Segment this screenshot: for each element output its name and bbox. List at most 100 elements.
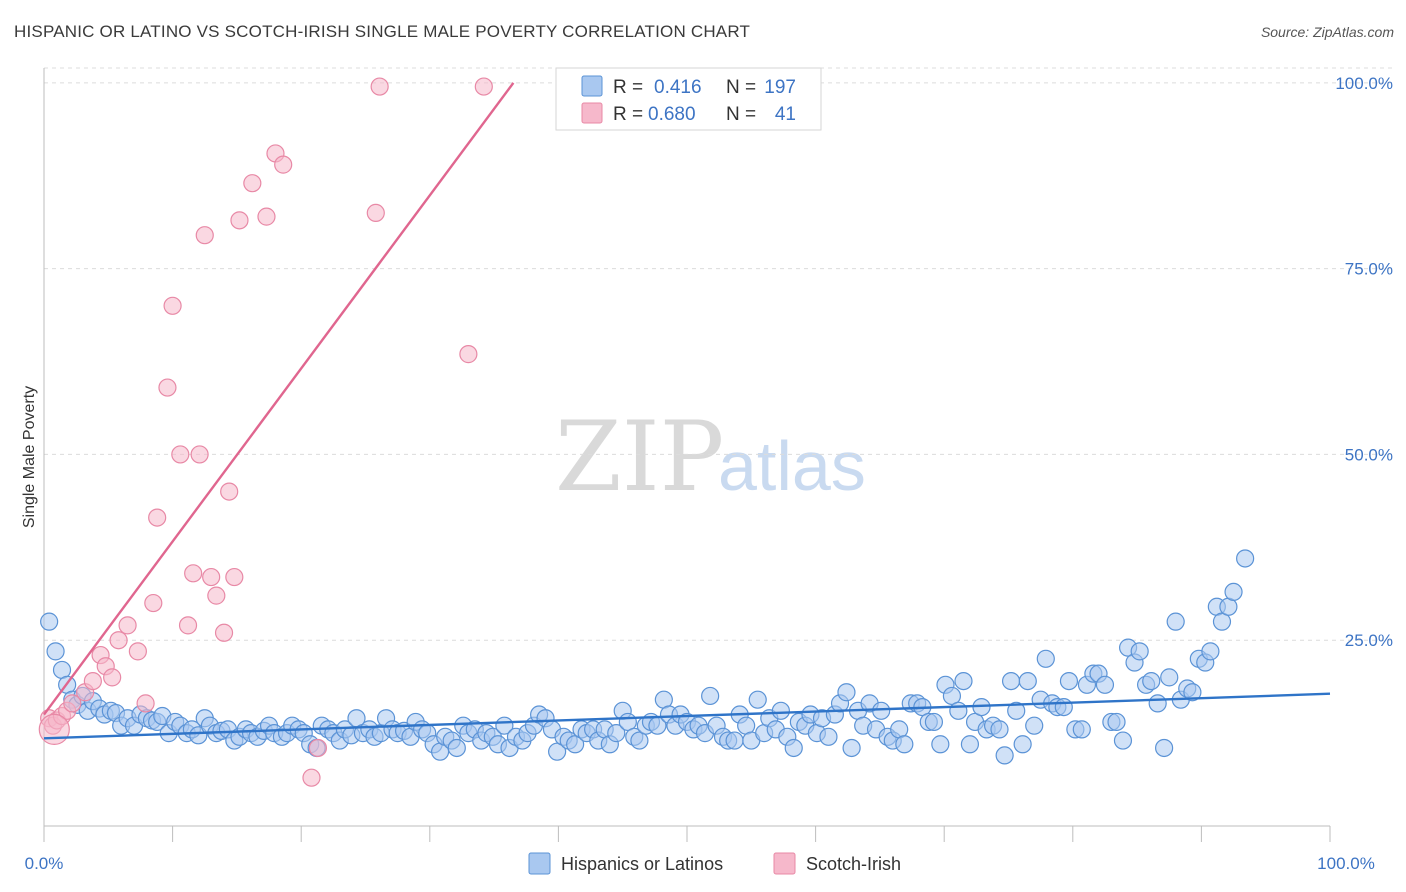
hispanic-point-117 bbox=[725, 731, 744, 750]
scotch-irish-point-23 bbox=[195, 226, 214, 245]
legend-r-label-blue: R = bbox=[613, 77, 643, 98]
legend-n-value-blue: 197 bbox=[764, 77, 796, 98]
hispanic-trendline bbox=[43, 692, 1331, 740]
scotch-irish-point-36 bbox=[366, 203, 385, 223]
grid-layer bbox=[44, 67, 1392, 641]
hispanic-point-163 bbox=[995, 746, 1014, 765]
legend-n-label-blue: N = bbox=[726, 77, 756, 98]
bottom-legend-swatch-blue bbox=[528, 852, 551, 875]
hispanic-point-137 bbox=[842, 738, 861, 758]
hispanic-point-168 bbox=[1025, 716, 1044, 735]
scotch-irish-point-29 bbox=[230, 211, 249, 230]
scotch-irish-point-16 bbox=[148, 508, 167, 527]
legend-swatch-blue bbox=[581, 75, 603, 97]
hispanic-point-192 bbox=[1166, 612, 1185, 631]
x-tick-label-max: 100.0% bbox=[1317, 854, 1375, 873]
scotch-irish-point-14 bbox=[136, 694, 155, 713]
hispanic-point-151 bbox=[924, 712, 944, 732]
hispanic-point-164 bbox=[1001, 671, 1021, 691]
scotch-irish-point-34 bbox=[302, 768, 321, 787]
bottom-legend-label-blue: Hispanics or Latinos bbox=[561, 854, 723, 874]
hispanic-point-146 bbox=[895, 735, 914, 754]
legend-r-value-blue: 0.416 bbox=[654, 77, 702, 98]
scotch-irish-point-24 bbox=[202, 567, 221, 587]
hispanic-point-156 bbox=[954, 671, 973, 691]
scotch-irish-point-22 bbox=[190, 445, 209, 464]
hispanic-point-180 bbox=[1095, 675, 1115, 694]
scotch-irish-point-28 bbox=[225, 567, 244, 587]
bottom-legend-label-pink: Scotch-Irish bbox=[806, 854, 901, 874]
y-tick-label-25: 25.0% bbox=[1345, 631, 1393, 650]
watermark-atlas: atlas bbox=[718, 427, 866, 505]
scotch-irish-point-25 bbox=[207, 586, 226, 605]
hispanic-point-198 bbox=[1201, 642, 1220, 661]
y-tick-label-50: 50.0% bbox=[1345, 445, 1393, 464]
scotch-irish-point-31 bbox=[257, 207, 276, 226]
scotch-irish-point-15 bbox=[144, 593, 163, 613]
scotch-irish-point-30 bbox=[243, 174, 262, 193]
scotch-irish-point-21 bbox=[184, 564, 203, 583]
hispanic-point-203 bbox=[1236, 549, 1255, 568]
scotch-irish-point-20 bbox=[178, 616, 198, 635]
scotch-irish-point-33 bbox=[274, 155, 293, 174]
scotch-irish-point-37 bbox=[370, 77, 389, 96]
scotch-irish-point-5 bbox=[63, 694, 82, 713]
legend-n-value-pink: 41 bbox=[775, 104, 796, 125]
y-tick-labels: 25.0% 50.0% 75.0% 100.0% bbox=[1335, 74, 1393, 650]
hispanic-point-191 bbox=[1160, 668, 1179, 687]
bottom-legend-swatch-pink bbox=[773, 852, 796, 875]
y-axis-label: Single Male Poverty bbox=[21, 386, 38, 528]
hispanic-point-189 bbox=[1148, 694, 1167, 713]
scotch-irish-point-40 bbox=[38, 713, 70, 745]
hispanic-point-174 bbox=[1059, 671, 1079, 691]
hispanic-point-167 bbox=[1018, 671, 1037, 691]
legend-swatch-pink bbox=[581, 102, 603, 124]
watermark: ZIP atlas bbox=[555, 401, 866, 513]
scotch-irish-point-7 bbox=[83, 671, 102, 691]
scotch-irish-point-39 bbox=[474, 77, 493, 96]
scotch-irish-point-18 bbox=[163, 296, 182, 315]
hispanic-point-136 bbox=[837, 683, 856, 702]
scotch-irish-point-38 bbox=[459, 345, 478, 364]
hispanic-point-176 bbox=[1072, 720, 1091, 739]
legend-n-label-pink: N = bbox=[726, 104, 756, 125]
series-legend: Hispanics or Latinos Scotch-Irish bbox=[528, 852, 901, 875]
scotch-irish-point-11 bbox=[109, 631, 128, 650]
trendlines bbox=[43, 82, 1331, 740]
scotch-irish-point-27 bbox=[220, 482, 239, 501]
x-tick-label-min: 0.0% bbox=[25, 854, 64, 873]
hispanic-point-0 bbox=[40, 612, 59, 631]
series-scotch-irish-points bbox=[38, 77, 493, 787]
scotch-irish-point-10 bbox=[103, 668, 122, 687]
hispanic-point-121 bbox=[748, 690, 767, 709]
hispanic-point-152 bbox=[931, 735, 950, 754]
hispanic-point-26 bbox=[189, 726, 208, 745]
scotch-irish-point-17 bbox=[158, 378, 177, 397]
y-tick-label-100: 100.0% bbox=[1335, 74, 1393, 93]
scotch-irish-point-13 bbox=[128, 642, 147, 661]
hispanic-point-125 bbox=[771, 701, 790, 720]
hispanic-point-202 bbox=[1224, 582, 1243, 602]
y-tick-label-75: 75.0% bbox=[1345, 260, 1393, 279]
hispanic-point-133 bbox=[819, 727, 838, 746]
hispanic-point-166 bbox=[1013, 735, 1032, 754]
scotch-irish-point-19 bbox=[171, 445, 190, 464]
legend-r-value-pink: 0.680 bbox=[648, 104, 696, 125]
chart-title: HISPANIC OR LATINO VS SCOTCH-IRISH SINGL… bbox=[14, 22, 751, 41]
hispanic-point-186 bbox=[1130, 642, 1149, 661]
hispanic-point-155 bbox=[949, 701, 968, 720]
hispanic-point-190 bbox=[1155, 738, 1174, 758]
hispanic-point-195 bbox=[1183, 683, 1202, 702]
hispanic-point-142 bbox=[872, 701, 891, 720]
hispanic-point-97 bbox=[607, 724, 626, 743]
watermark-zip: ZIP bbox=[555, 401, 724, 513]
hispanic-point-162 bbox=[990, 720, 1009, 739]
hispanic-point-188 bbox=[1142, 671, 1161, 691]
hispanic-point-127 bbox=[784, 738, 803, 758]
chart-source: Source: ZipAtlas.com bbox=[1260, 24, 1394, 40]
hispanic-point-183 bbox=[1113, 731, 1133, 750]
hispanic-point-157 bbox=[960, 735, 980, 754]
correlation-legend: R = 0.416 N = 197 R = 0.680 N = 41 bbox=[555, 67, 822, 131]
scotch-irish-point-35 bbox=[308, 738, 328, 758]
